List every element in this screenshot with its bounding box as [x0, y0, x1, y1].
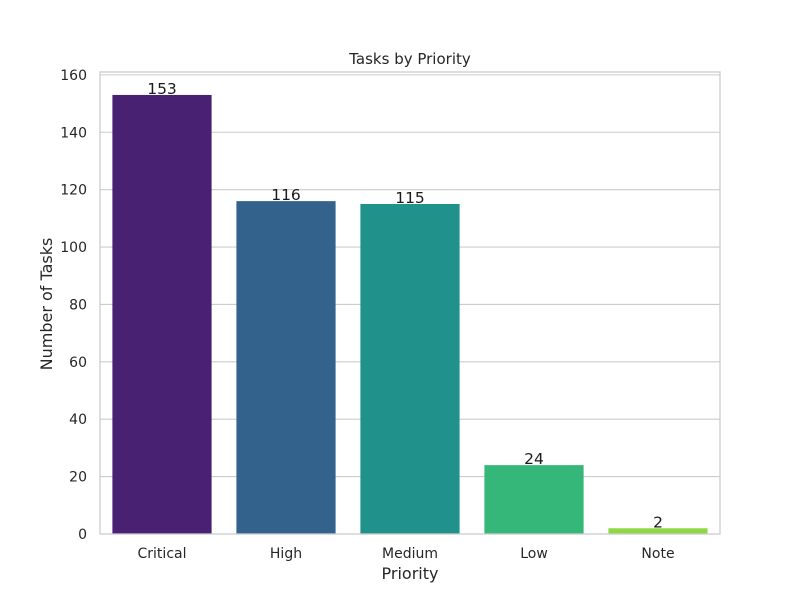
data-label: 115 — [395, 189, 425, 207]
x-tick-label: Note — [641, 546, 674, 562]
y-tick-label: 40 — [69, 412, 87, 428]
bar-low — [484, 465, 584, 534]
plot-frame — [99, 71, 721, 535]
chart-title: Tasks by Priority — [348, 50, 471, 68]
bar-critical — [112, 94, 212, 535]
y-axis-label: Number of Tasks — [37, 238, 56, 371]
y-tick-label: 160 — [60, 68, 87, 84]
bar-high — [236, 201, 336, 534]
data-label: 116 — [271, 186, 301, 204]
y-tick-label: 100 — [60, 240, 87, 256]
x-tick-label: Low — [520, 546, 548, 562]
data-label: 153 — [147, 80, 177, 98]
bar-medium — [360, 204, 460, 534]
y-tick-label: 20 — [69, 470, 87, 486]
bars — [112, 94, 708, 535]
data-label: 24 — [524, 450, 544, 468]
y-tick-label: 0 — [78, 527, 87, 543]
y-tick-label: 60 — [69, 355, 87, 371]
data-labels: 153 116 115 24 2 — [147, 80, 663, 531]
x-tick-label: Medium — [382, 546, 438, 562]
y-tick-label: 80 — [69, 297, 87, 313]
y-tick-label: 120 — [60, 183, 87, 199]
y-tick-labels: 0 20 40 60 80 100 120 140 160 — [60, 68, 87, 543]
x-axis-label: Priority — [382, 564, 439, 583]
x-tick-labels: Critical High Medium Low Note — [138, 546, 675, 562]
x-tick-label: Critical — [138, 546, 187, 562]
data-label: 2 — [653, 513, 663, 531]
bar-note — [608, 528, 708, 534]
x-tick-label: High — [270, 546, 302, 562]
y-tick-label: 140 — [60, 125, 87, 141]
